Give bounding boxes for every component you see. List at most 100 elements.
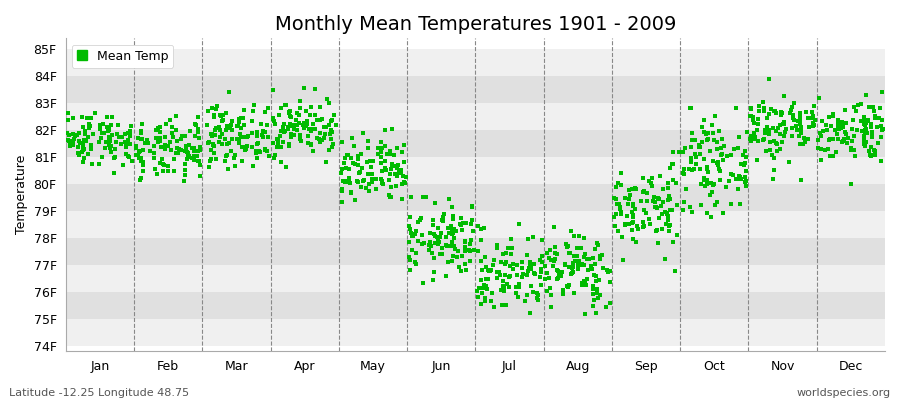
Point <box>410 261 424 267</box>
Point <box>133 158 148 164</box>
Point <box>221 166 236 173</box>
Point <box>392 166 406 173</box>
Point <box>540 288 554 294</box>
Point <box>102 141 116 148</box>
Point <box>237 107 251 114</box>
Point <box>832 125 847 132</box>
Point <box>312 130 327 136</box>
Point <box>435 251 449 258</box>
Point <box>78 138 93 144</box>
Point <box>816 128 831 134</box>
Point <box>277 120 292 127</box>
Point <box>292 98 307 104</box>
Point <box>726 172 741 179</box>
Point <box>368 186 382 192</box>
Point <box>355 165 369 172</box>
Point <box>622 221 636 228</box>
Point <box>361 171 375 177</box>
Point <box>446 243 461 249</box>
Point <box>806 120 820 126</box>
Point <box>713 177 727 184</box>
Point <box>276 126 291 132</box>
Point <box>274 105 288 112</box>
Point <box>732 134 746 140</box>
Bar <box>66 103 885 130</box>
Point <box>793 110 807 116</box>
Point <box>122 153 136 159</box>
Point <box>274 144 288 150</box>
Point <box>850 102 865 108</box>
Point <box>792 132 806 139</box>
Point <box>274 158 288 165</box>
Point <box>268 152 283 158</box>
Point <box>785 133 799 140</box>
Point <box>431 238 446 245</box>
Point <box>487 257 501 264</box>
Point <box>181 150 195 156</box>
Point <box>61 110 76 116</box>
Point <box>847 104 861 110</box>
Point <box>467 247 482 253</box>
Point <box>661 197 675 204</box>
Point <box>478 294 492 301</box>
Point <box>446 235 461 242</box>
Point <box>207 132 221 138</box>
Point <box>246 108 260 114</box>
Point <box>446 212 461 219</box>
Point <box>135 159 149 166</box>
Point <box>865 129 879 136</box>
Point <box>71 151 86 158</box>
Point <box>360 159 374 165</box>
Point <box>382 170 397 177</box>
Point <box>388 170 402 177</box>
Point <box>149 170 164 177</box>
Point <box>463 247 477 254</box>
Point <box>302 126 316 132</box>
Point <box>439 242 454 248</box>
Point <box>465 217 480 223</box>
Point <box>327 112 341 118</box>
Point <box>153 160 167 166</box>
Point <box>839 120 853 126</box>
Point <box>368 175 382 182</box>
Point <box>353 168 367 175</box>
Point <box>266 115 280 121</box>
Point <box>593 256 608 262</box>
Point <box>179 147 194 153</box>
Point <box>750 157 764 164</box>
Point <box>564 270 579 276</box>
Point <box>84 115 98 122</box>
Point <box>527 271 542 277</box>
Point <box>254 121 268 127</box>
Point <box>152 138 166 144</box>
Point <box>446 252 460 259</box>
Point <box>293 132 308 138</box>
Point <box>595 252 609 258</box>
Point <box>175 133 189 139</box>
Point <box>555 290 570 297</box>
Point <box>677 171 691 178</box>
Point <box>192 135 206 141</box>
Point <box>655 211 670 217</box>
Point <box>662 216 676 223</box>
Point <box>812 95 826 101</box>
Point <box>186 148 201 154</box>
Point <box>738 174 752 180</box>
Point <box>398 180 412 186</box>
Point <box>748 134 762 141</box>
Point <box>821 146 835 152</box>
Point <box>596 265 610 272</box>
Point <box>378 167 392 173</box>
Point <box>571 266 585 272</box>
Point <box>593 292 608 299</box>
Point <box>296 122 310 128</box>
Point <box>303 142 318 148</box>
Point <box>814 117 829 124</box>
Point <box>701 168 716 175</box>
Point <box>802 124 816 130</box>
Point <box>859 126 873 133</box>
Point <box>830 130 844 137</box>
Point <box>344 189 358 195</box>
Point <box>542 275 556 282</box>
Point <box>866 152 880 158</box>
